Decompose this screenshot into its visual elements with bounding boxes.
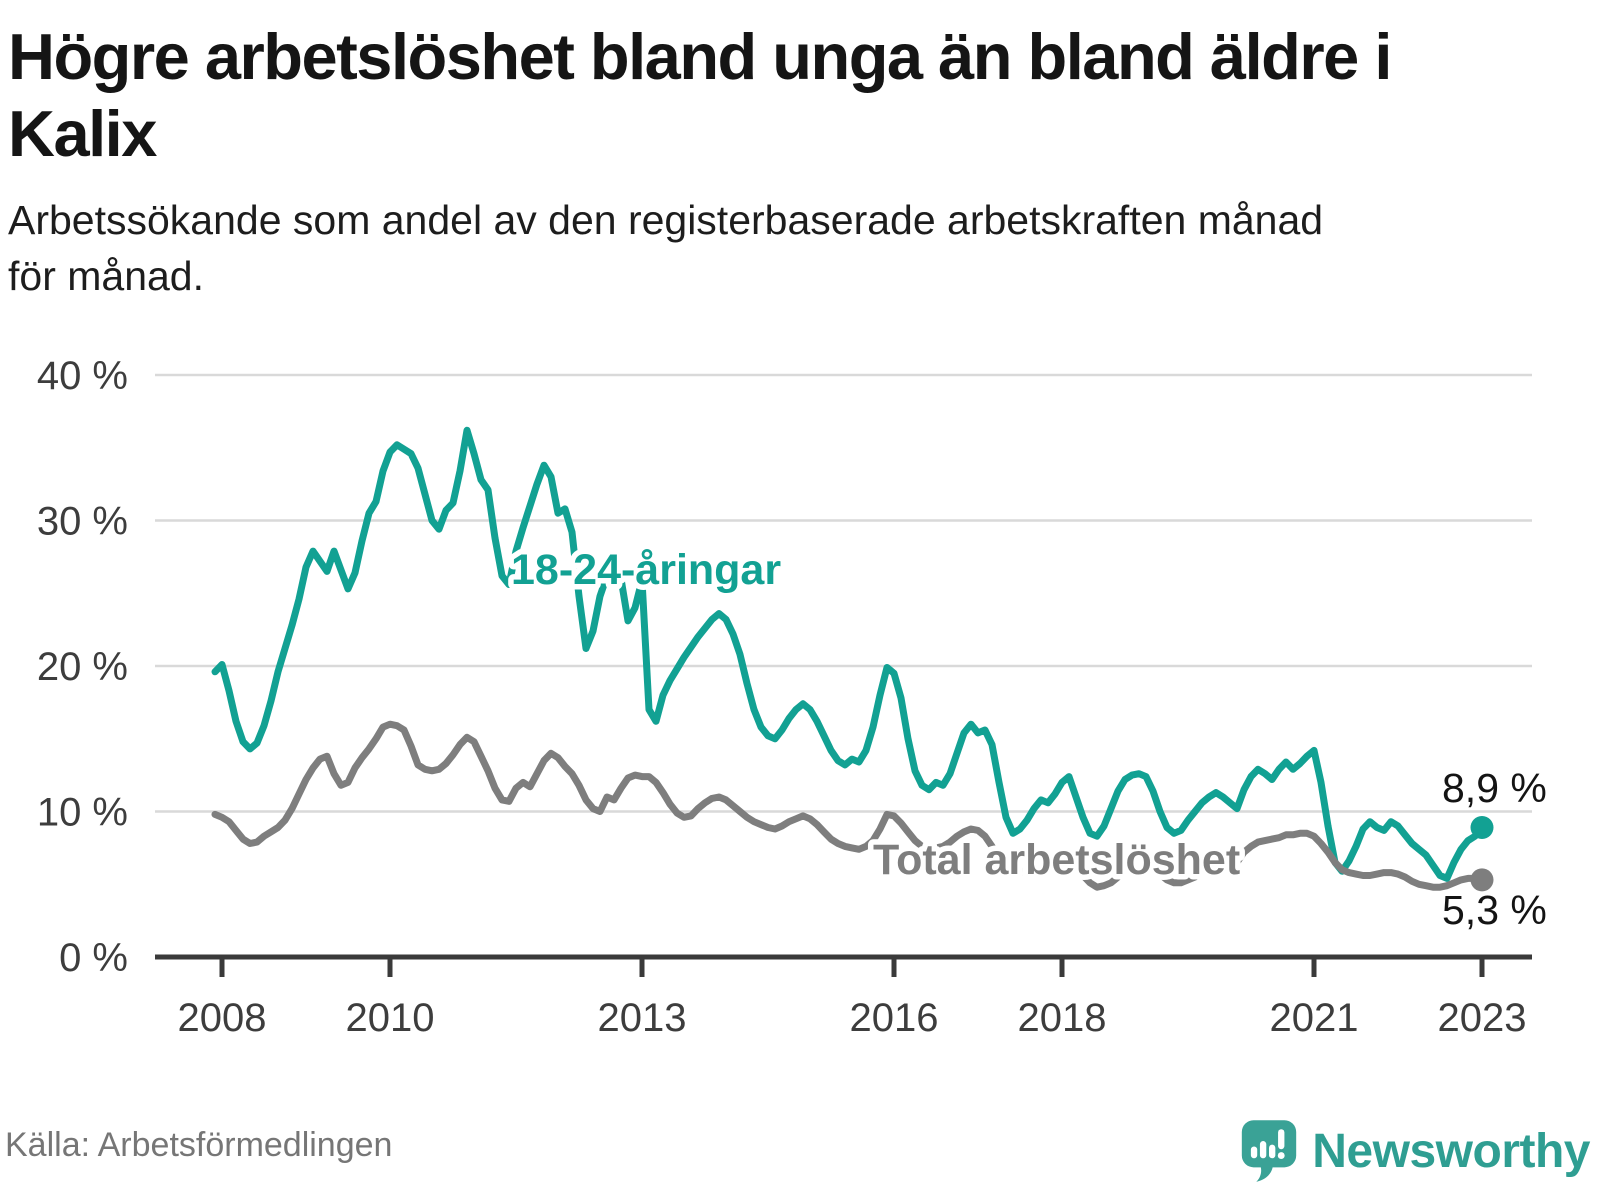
subtitle-line-2: för månad. — [8, 253, 204, 299]
logo-exclamation-dot-icon — [1278, 1152, 1285, 1159]
end-value-label-total: 5,3 % — [1442, 887, 1547, 933]
y-axis-tick-label: 10 % — [37, 791, 128, 835]
x-axis-tick-label: 2013 — [598, 996, 687, 1040]
x-axis-tick-label: 2018 — [1018, 996, 1107, 1040]
series-end-dot-youth — [1470, 816, 1494, 839]
y-axis-tick-label: 30 % — [37, 500, 128, 544]
x-axis-tick-label: 2016 — [850, 996, 939, 1040]
source-note: Källa: Arbetsförmedlingen — [5, 1126, 393, 1164]
title-line-1: Högre arbetslöshet bland unga än bland ä… — [8, 20, 1392, 93]
y-axis-tick-label: 40 % — [37, 354, 128, 398]
subtitle-line-1: Arbetssökande som andel av den registerb… — [8, 197, 1324, 243]
series-end-dot-total — [1470, 868, 1494, 892]
x-axis-tick-label: 2021 — [1270, 996, 1359, 1040]
series-line-youth — [211, 426, 1486, 882]
y-axis-tick-label: 20 % — [37, 645, 128, 689]
x-axis-tick-label: 2010 — [346, 996, 435, 1040]
newsworthy-logo-icon — [1242, 1120, 1297, 1182]
series-label-youth: 18-24-åringar — [511, 546, 781, 594]
newsworthy-brand: Newsworthy — [1240, 1118, 1590, 1184]
x-axis-tick-label: 2008 — [178, 996, 267, 1040]
x-axis-tick-label: 2023 — [1438, 996, 1527, 1040]
page-subtitle: Arbetssökande som andel av den registerb… — [8, 192, 1578, 304]
logo-bar-icon — [1260, 1141, 1267, 1159]
logo-exclamation-icon — [1278, 1129, 1285, 1150]
series-label-total: Total arbetslöshet — [873, 836, 1240, 884]
page-title: Högre arbetslöshet bland unga än bland ä… — [8, 18, 1578, 172]
series-line-total — [211, 720, 1486, 891]
end-value-label-youth: 8,9 % — [1442, 765, 1547, 811]
title-line-2: Kalix — [8, 97, 157, 170]
brand-name: Newsworthy — [1312, 1124, 1590, 1178]
logo-bar-icon — [1251, 1146, 1258, 1159]
logo-bar-icon — [1269, 1144, 1276, 1159]
y-axis-tick-label: 0 % — [59, 936, 128, 980]
